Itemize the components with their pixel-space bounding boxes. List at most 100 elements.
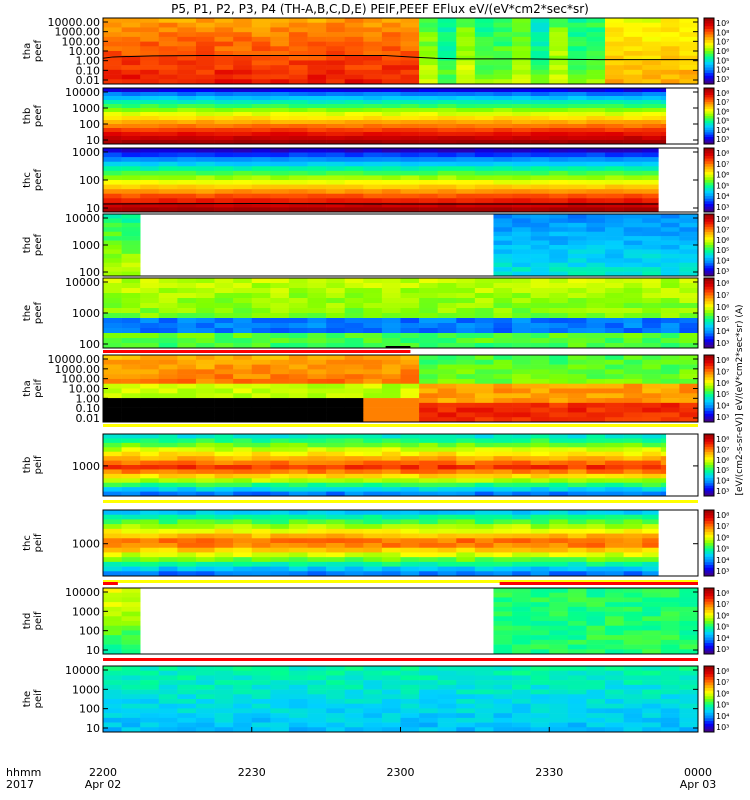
heatmap-cell xyxy=(381,538,401,544)
heatmap-cell xyxy=(493,364,513,370)
heatmap-cell xyxy=(623,460,643,466)
heatmap-cell xyxy=(586,369,606,375)
heatmap-cell xyxy=(456,383,476,389)
heatmap-cell xyxy=(103,447,122,453)
heatmap-cell xyxy=(567,55,587,61)
heatmap-cell xyxy=(158,524,178,530)
heatmap-cell xyxy=(121,469,141,475)
heatmap-cell xyxy=(288,491,308,497)
heatmap-cell xyxy=(233,355,253,361)
heatmap-cell xyxy=(158,120,178,125)
heatmap-cell xyxy=(158,79,178,85)
heatmap-cell xyxy=(140,407,160,413)
heatmap-cell xyxy=(121,388,141,394)
heatmap-cell xyxy=(623,616,643,622)
heatmap-cell xyxy=(642,245,662,250)
heatmap-cell xyxy=(456,74,476,80)
heatmap-cell xyxy=(103,621,122,627)
heatmap-cell xyxy=(474,561,494,567)
heatmap-cell xyxy=(233,717,253,723)
heatmap-cell xyxy=(512,602,531,608)
heatmap-cell xyxy=(605,245,624,250)
colorbar-swatch xyxy=(704,472,714,476)
heatmap-cell xyxy=(251,308,271,314)
heatmap-cell xyxy=(642,338,662,344)
heatmap-cell xyxy=(400,528,420,534)
heatmap-cell xyxy=(474,46,494,52)
heatmap-cell xyxy=(623,630,643,636)
heatmap-cell xyxy=(549,684,569,690)
heatmap-cell xyxy=(177,166,197,172)
heatmap-cell xyxy=(530,407,550,413)
colorbar-swatch xyxy=(704,405,714,409)
heatmap-cell xyxy=(233,92,253,97)
heatmap-cell xyxy=(251,378,271,385)
heatmap-cell xyxy=(381,388,401,394)
heatmap-cell xyxy=(121,451,141,457)
heatmap-cell xyxy=(381,727,401,733)
heatmap-cell xyxy=(121,236,141,241)
heatmap-cell xyxy=(363,116,383,121)
heatmap-cell xyxy=(549,74,569,80)
heatmap-cell xyxy=(623,240,643,246)
heatmap-cell xyxy=(660,318,680,324)
heatmap-cell xyxy=(660,214,680,219)
heatmap-cell xyxy=(660,374,680,380)
heatmap-cell xyxy=(660,60,680,66)
heatmap-cell xyxy=(437,293,457,299)
heatmap-cell xyxy=(642,283,662,289)
heatmap-cell xyxy=(270,717,290,723)
heatmap-cell xyxy=(660,398,680,404)
heatmap-cell xyxy=(567,407,587,413)
heatmap-cell xyxy=(103,100,122,105)
heatmap-cell xyxy=(493,283,513,289)
heatmap-cell xyxy=(363,166,383,172)
heatmap-cell xyxy=(493,456,513,461)
heatmap-cell xyxy=(437,124,457,129)
heatmap-cell xyxy=(251,451,271,457)
heatmap-cell xyxy=(103,36,122,42)
heatmap-cell xyxy=(344,666,364,672)
heatmap-cell xyxy=(586,253,606,259)
heatmap-cell xyxy=(363,571,383,577)
heatmap-cell xyxy=(140,473,160,479)
heatmap-cell xyxy=(103,74,122,80)
heatmap-cell xyxy=(549,79,569,85)
heatmap-cell xyxy=(400,451,420,457)
heatmap-cell xyxy=(177,561,197,567)
heatmap-cell xyxy=(642,543,659,549)
colorbar-swatch xyxy=(704,529,714,533)
heatmap-cell xyxy=(419,543,438,549)
heatmap-cell xyxy=(400,298,420,304)
colorbar-tick-label: 10⁸ xyxy=(716,215,729,224)
heatmap-cell xyxy=(195,278,215,284)
colorbar-frame xyxy=(703,587,715,655)
colorbar-swatch xyxy=(704,615,714,619)
heatmap-cell xyxy=(567,456,587,461)
colorbar-tick-label: 10⁶ xyxy=(716,379,729,388)
heatmap-cell xyxy=(660,253,680,259)
heatmap-cell xyxy=(493,460,513,466)
heatmap-cell xyxy=(233,79,253,85)
heatmap-cell xyxy=(251,465,271,470)
heatmap-cell xyxy=(140,369,160,375)
heatmap-cell xyxy=(679,318,699,324)
heatmap-cell xyxy=(530,378,550,385)
heatmap-cell xyxy=(195,359,215,365)
heatmap-cell xyxy=(400,482,420,488)
heatmap-cell xyxy=(103,666,122,672)
heatmap-cell xyxy=(456,374,476,380)
heatmap-cell xyxy=(456,473,476,479)
heatmap-cell xyxy=(493,108,513,113)
heatmap-cell xyxy=(586,189,606,195)
heatmap-cell xyxy=(549,378,569,385)
heatmap-cell xyxy=(512,262,531,268)
heatmap-cell xyxy=(121,298,141,304)
heatmap-cell xyxy=(177,524,197,530)
heatmap-cell xyxy=(270,359,290,365)
heatmap-cell xyxy=(586,538,606,544)
heatmap-cell xyxy=(307,708,327,714)
heatmap-cell xyxy=(288,566,308,572)
heatmap-cell xyxy=(177,533,197,539)
heatmap-cell xyxy=(660,108,667,113)
